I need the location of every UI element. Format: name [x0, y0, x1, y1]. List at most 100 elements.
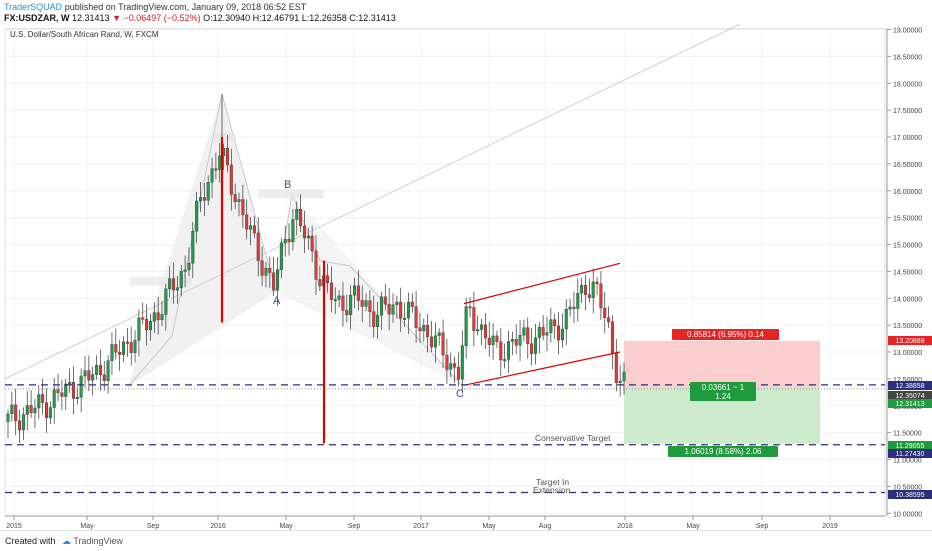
ratio-label-bg: [690, 382, 756, 401]
price-tag-bg: [888, 441, 932, 450]
candle-body: [526, 327, 530, 344]
price-axis[interactable]: 19.00000 18.50000 18.00000 17.50000 17.00000…: [886, 28, 932, 519]
position-zones: [624, 340, 820, 444]
candle-body: [268, 267, 272, 273]
candle-body: [603, 307, 607, 318]
candle-body: [460, 345, 464, 380]
publisher-name[interactable]: TraderSQUAD: [4, 2, 63, 12]
price-tag-bg: [888, 391, 932, 400]
candle-body: [345, 310, 349, 316]
annotations-layer: 0.85814 (6.95%) 0.14 0.03661 ~ 11.24 1.060…: [273, 179, 779, 495]
candle-body: [148, 321, 152, 331]
candle-body: [160, 314, 164, 320]
candle-body: [260, 260, 264, 276]
candle-body: [229, 164, 233, 195]
candle-body: [91, 374, 95, 381]
candle-body: [510, 339, 514, 342]
time-tick-label: Sep: [147, 523, 160, 530]
candle-body: [164, 288, 168, 315]
candle-body: [71, 382, 75, 399]
candle-body: [476, 329, 480, 332]
candle-body: [530, 343, 534, 354]
candle-body: [18, 420, 22, 431]
price-chart[interactable]: 0.85814 (6.95%) 0.14 0.03661 ~ 11.24 1.060…: [0, 0, 932, 530]
tradingview-logo[interactable]: ☁ TradingView: [62, 536, 123, 546]
candle-body: [102, 374, 106, 381]
time-tick-label: Sep: [756, 523, 769, 530]
price-tick-label: 18.00000: [893, 81, 922, 88]
price-tag-bg: [888, 336, 932, 345]
price-tag-stop[interactable]: 13.20888: [888, 336, 932, 345]
chart-title: U.S. Dollar/South African Rand, W, FXCM: [10, 30, 159, 39]
candle-body: [21, 414, 25, 431]
risk-label[interactable]: 0.85814 (6.95%) 0.14: [672, 329, 779, 340]
candle-body: [175, 287, 179, 291]
price-tag-target[interactable]: 11.29055: [888, 441, 932, 450]
candle-body: [610, 321, 614, 354]
price-tick-label: 13.50000: [893, 323, 922, 330]
created-with-text: Created with: [5, 536, 56, 546]
candle-body: [87, 370, 91, 381]
candle-body: [299, 208, 303, 227]
candle-body: [553, 319, 557, 327]
tradingview-logo-text: TradingView: [73, 536, 123, 546]
close-value: C:12.31413: [349, 13, 396, 23]
time-tick-label: Sep: [348, 523, 361, 530]
candle-body: [595, 281, 599, 285]
ratio-label-text: 0.03661 ~ 1: [702, 383, 745, 392]
bcd-pattern-fill: [276, 194, 462, 386]
candle-body: [564, 308, 568, 330]
candle-body: [549, 319, 553, 333]
candle-body: [314, 250, 318, 280]
candle-body: [537, 327, 541, 338]
candle-body: [279, 242, 283, 270]
candle-body: [10, 404, 14, 414]
candle-body: [399, 301, 403, 319]
candle-body: [302, 225, 306, 239]
candle-body: [33, 407, 37, 414]
candle-body: [426, 325, 430, 338]
price-tick-label: 16.50000: [893, 162, 922, 169]
price-tick-label: 18.50000: [893, 54, 922, 61]
price-tick-label: 15.00000: [893, 243, 922, 250]
price-change: −0.06497 (−0.52%): [123, 13, 201, 23]
candle-body: [622, 371, 626, 382]
symbol-label[interactable]: FX:USDZAR, W: [4, 13, 70, 23]
candle-body: [214, 168, 218, 171]
candle-body: [83, 370, 87, 377]
candle-body: [133, 340, 137, 353]
conservative-target-label: Conservative Target: [535, 433, 611, 443]
candle-body: [256, 232, 260, 261]
candle-body: [545, 332, 549, 336]
time-tick-label: May: [482, 523, 496, 530]
time-tick-label: May: [279, 523, 293, 530]
candle-body: [487, 337, 491, 346]
candle-body: [618, 380, 622, 383]
price-tag-last[interactable]: 12.31413: [888, 399, 932, 408]
price-tag-bg: [888, 490, 932, 499]
price-tag-level[interactable]: 12.38858: [888, 381, 932, 390]
candle-body: [48, 407, 52, 418]
price-tag-level[interactable]: 11.27430: [888, 449, 932, 458]
candle-body: [433, 335, 437, 348]
reward-label[interactable]: 1.06019 (8.58%) 2.06: [668, 446, 778, 457]
time-axis[interactable]: 2015 May Sep 2016 May Sep 2017 May Aug 2018 May Sep…: [5, 515, 885, 530]
candle-body: [25, 405, 29, 415]
candle-body: [418, 327, 422, 332]
candle-body: [156, 312, 160, 320]
candle-body: [449, 363, 453, 370]
channel-lower-line: [463, 351, 621, 386]
price-tag-level[interactable]: 10.38595: [888, 490, 932, 499]
reward-label-text: 1.06019 (8.58%) 2.06: [685, 447, 762, 456]
candle-body: [245, 214, 249, 230]
ratio-label[interactable]: 0.03661 ~ 11.24: [690, 382, 756, 401]
price-tag-entry[interactable]: 12.35074: [888, 391, 932, 400]
point-a-label: A: [273, 295, 281, 307]
candle-body: [472, 307, 476, 331]
candle-body: [518, 335, 522, 346]
candle-body: [337, 295, 341, 300]
pattern-label-bg: [258, 189, 324, 199]
channel-upper-line: [463, 262, 621, 305]
price-tick-label: 16.00000: [893, 189, 922, 196]
candle-body: [198, 197, 202, 202]
